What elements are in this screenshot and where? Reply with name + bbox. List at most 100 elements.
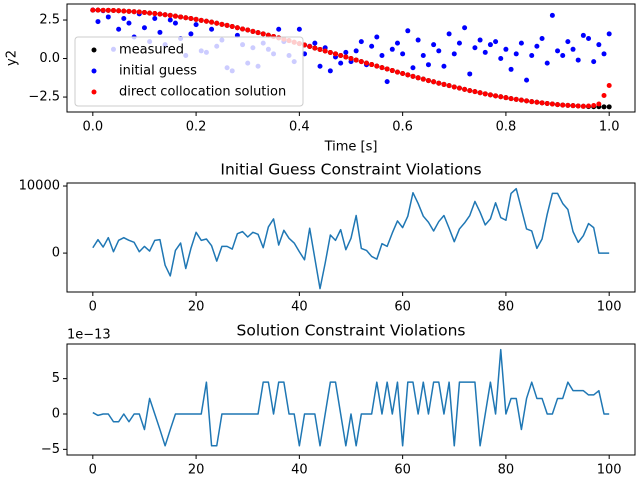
data-point — [141, 9, 147, 15]
data-point — [296, 26, 302, 32]
data-point — [606, 104, 612, 110]
data-point — [276, 26, 282, 32]
legend-marker — [91, 47, 97, 53]
data-point — [193, 16, 199, 22]
data-point — [487, 92, 493, 98]
data-point — [131, 9, 137, 15]
data-point — [379, 52, 385, 58]
data-point — [317, 63, 323, 69]
data-point — [498, 94, 504, 100]
data-point — [436, 48, 442, 54]
data-point — [152, 11, 158, 17]
data-point — [363, 60, 369, 66]
y-tick-label: 0 — [52, 406, 60, 421]
data-point — [529, 52, 535, 58]
x-tick-label: 0.8 — [496, 120, 517, 135]
data-line — [92, 187, 610, 290]
data-point — [353, 48, 359, 54]
data-point — [358, 39, 364, 45]
data-point — [374, 63, 380, 69]
x-tick-label: 100 — [597, 463, 622, 478]
data-point — [420, 76, 426, 82]
data-point — [508, 96, 514, 102]
x-tick-label: 80 — [498, 300, 515, 315]
data-point — [575, 103, 581, 109]
x-tick-label: 0.4 — [289, 120, 310, 135]
data-point — [462, 86, 468, 92]
data-point — [229, 23, 235, 29]
data-point — [400, 51, 406, 57]
data-point — [565, 39, 571, 45]
data-point — [100, 7, 106, 13]
data-point — [193, 22, 199, 28]
x-tick-label: 0.6 — [392, 120, 413, 135]
data-point — [405, 72, 411, 78]
data-point — [544, 60, 550, 66]
data-point — [549, 12, 555, 18]
x-tick-label: 60 — [394, 463, 411, 478]
legend-label: measured — [119, 43, 184, 58]
y-axis-label: y2 — [5, 50, 20, 66]
data-point — [312, 45, 318, 51]
y-tick-label: 10000 — [19, 179, 60, 194]
data-point — [110, 7, 116, 13]
data-point — [441, 81, 447, 87]
data-point — [105, 14, 111, 20]
data-point — [214, 20, 220, 26]
data-point — [389, 68, 395, 74]
x-tick-label: 0.0 — [82, 120, 103, 135]
data-point — [565, 102, 571, 108]
data-point — [586, 36, 592, 42]
data-point — [451, 84, 457, 90]
y-tick-label: −2.5 — [28, 90, 60, 105]
x-tick-label: 1.0 — [599, 120, 620, 135]
data-point — [394, 40, 400, 46]
data-point — [90, 7, 96, 13]
data-point — [555, 102, 561, 108]
data-point — [188, 31, 194, 37]
y-tick-label: 0 — [52, 246, 60, 261]
data-point — [580, 103, 586, 109]
data-point — [389, 46, 395, 52]
data-point — [384, 66, 390, 72]
data-point — [513, 51, 519, 57]
data-point — [425, 62, 431, 68]
data-point — [400, 70, 406, 76]
subplot: 0 20 40 60 80 100 −5 0 5 Solution Constraint Viol… — [41, 322, 636, 478]
data-point — [374, 34, 380, 40]
data-point — [472, 89, 478, 95]
data-point — [446, 83, 452, 89]
data-point — [508, 66, 514, 72]
data-point — [358, 59, 364, 65]
data-point — [477, 90, 483, 96]
data-point — [503, 46, 509, 52]
data-point — [307, 44, 313, 50]
legend-marker — [91, 68, 97, 74]
y-tick-label: 0.0 — [39, 51, 60, 66]
data-point — [121, 15, 127, 21]
data-point — [518, 40, 524, 46]
data-point — [353, 57, 359, 63]
data-point — [136, 9, 142, 15]
data-point — [560, 52, 566, 58]
data-point — [425, 78, 431, 84]
data-point — [219, 21, 225, 27]
data-point — [116, 26, 122, 32]
data-point — [518, 97, 524, 103]
data-point — [152, 15, 158, 21]
data-point — [601, 93, 607, 99]
data-point — [513, 96, 519, 102]
data-point — [255, 30, 261, 36]
data-point — [172, 13, 178, 19]
subplot-title: Initial Guess Constraint Violations — [220, 161, 481, 179]
data-point — [327, 68, 333, 74]
data-point — [312, 40, 318, 46]
legend-label: direct collocation solution — [119, 85, 286, 100]
data-point — [234, 25, 240, 31]
data-point — [410, 73, 416, 79]
axes-frame — [66, 182, 636, 293]
legend-label: initial guess — [119, 64, 197, 79]
data-point — [333, 51, 339, 57]
data-point — [544, 101, 550, 107]
